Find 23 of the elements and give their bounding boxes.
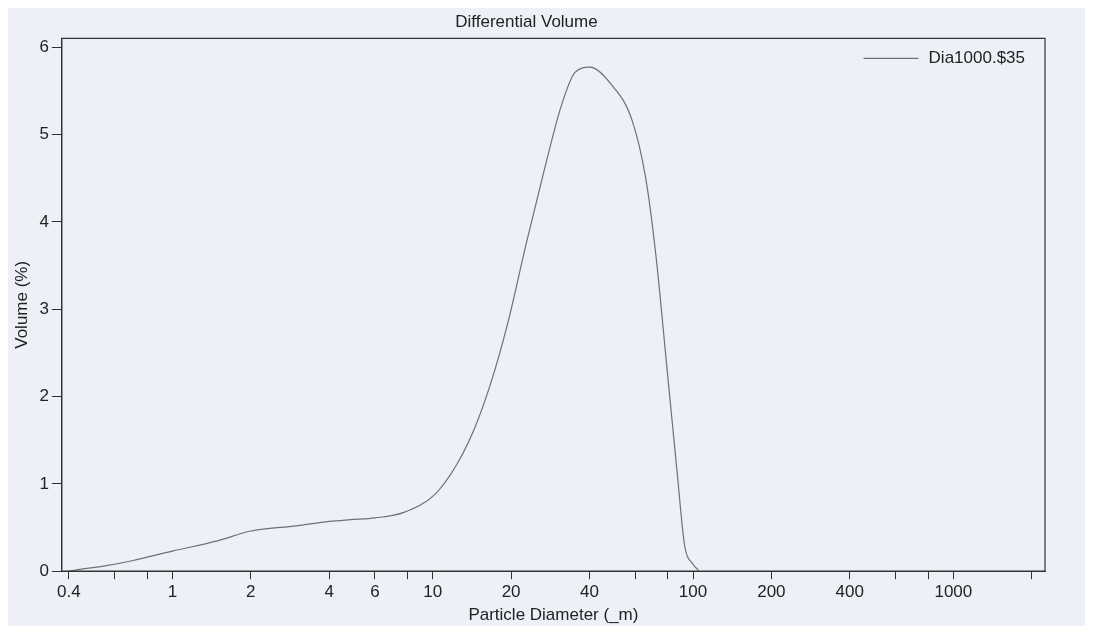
y-tick-label: 4 — [39, 211, 49, 231]
x-tick-label: 200 — [757, 582, 786, 602]
x-tick-label: 10 — [423, 582, 443, 602]
x-tick-label: 0.4 — [57, 582, 81, 602]
y-tick-label: 6 — [39, 36, 49, 56]
x-tick-label: 1 — [167, 582, 178, 602]
legend-label: Dia1000.$35 — [928, 48, 1026, 68]
x-axis-title: Particle Diameter (_m) — [468, 605, 639, 625]
y-axis-title: Volume (%) — [11, 260, 31, 349]
y-tick-label: 1 — [39, 473, 49, 493]
x-tick-label: 400 — [835, 582, 864, 602]
x-tick-label: 100 — [678, 582, 708, 602]
chart-title: Differential Volume — [455, 11, 598, 31]
y-tick-label: 5 — [39, 124, 49, 144]
x-tick-label: 4 — [324, 582, 334, 602]
y-tick-label: 3 — [39, 298, 49, 318]
x-tick-label: 1000 — [934, 582, 973, 602]
x-tick-label: 20 — [501, 582, 521, 602]
x-tick-label: 6 — [370, 582, 380, 602]
x-tick-label: 40 — [579, 582, 599, 602]
y-tick-label: 2 — [39, 386, 49, 406]
y-tick-label: 0 — [39, 560, 49, 580]
x-tick-label: 2 — [246, 582, 256, 602]
